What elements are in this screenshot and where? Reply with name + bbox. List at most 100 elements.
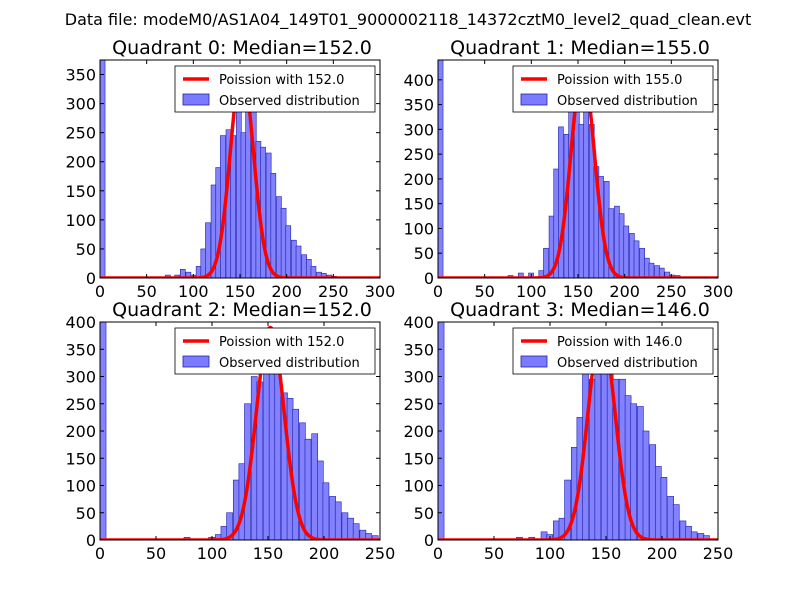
y-tick-label: 350 bbox=[65, 340, 96, 359]
histogram-bar bbox=[637, 406, 644, 540]
y-tick-label: 350 bbox=[65, 66, 96, 85]
legend-bar-swatch bbox=[520, 355, 548, 368]
x-tick-label: 250 bbox=[318, 282, 349, 301]
y-tick-label: 350 bbox=[403, 340, 434, 359]
histogram-bar bbox=[226, 512, 233, 540]
x-tick-label: 50 bbox=[474, 282, 494, 301]
y-tick-label: 200 bbox=[403, 422, 434, 441]
histogram-bar bbox=[614, 205, 620, 278]
histogram-bar bbox=[630, 403, 637, 540]
x-tick-label: 0 bbox=[433, 282, 443, 301]
panel-1: 0 50 100 150 200 250 300 0 50 100 150 200 250 300 350 4… bbox=[403, 37, 733, 301]
y-tick-label: 100 bbox=[65, 477, 96, 496]
histogram-bar bbox=[341, 512, 349, 540]
histogram-bar bbox=[578, 124, 585, 278]
x-tick-label: 150 bbox=[253, 544, 284, 563]
x-tick-label: 50 bbox=[484, 544, 504, 563]
legend-line-label: Poission with 152.0 bbox=[219, 335, 344, 350]
y-tick-label: 300 bbox=[65, 95, 96, 114]
histogram-bar bbox=[100, 60, 106, 278]
histogram-bar bbox=[371, 535, 379, 540]
panel-3: 0 50 100 150 200 250 0 50 100 150 200 250 300 350 400 Q… bbox=[403, 299, 733, 563]
histogram-bar bbox=[642, 430, 650, 540]
histogram-bar bbox=[660, 477, 668, 540]
y-tick-label: 300 bbox=[403, 368, 434, 387]
y-tick-label: 350 bbox=[403, 96, 434, 115]
histogram-bar bbox=[301, 254, 307, 278]
histogram-bar bbox=[305, 259, 312, 278]
panel-1-plot bbox=[438, 60, 718, 278]
histogram-bar bbox=[320, 273, 327, 278]
y-tick-label: 300 bbox=[403, 120, 434, 139]
histogram-bar bbox=[352, 523, 360, 540]
x-tick-label: 300 bbox=[703, 282, 734, 301]
y-tick-label: 50 bbox=[414, 504, 434, 523]
y-tick-label: 0 bbox=[86, 531, 96, 550]
histogram-bar bbox=[291, 239, 297, 278]
panel-0-plot bbox=[100, 60, 380, 278]
legend-line-label: Poission with 146.0 bbox=[557, 335, 682, 350]
y-tick-label: 0 bbox=[86, 269, 96, 288]
y-tick-label: 50 bbox=[414, 244, 434, 263]
x-tick-label: 150 bbox=[563, 282, 594, 301]
y-tick-label: 50 bbox=[76, 240, 96, 259]
histogram-bar bbox=[623, 225, 630, 278]
histogram-bar bbox=[285, 225, 292, 278]
x-tick-label: 100 bbox=[178, 282, 209, 301]
histogram-bar bbox=[672, 504, 680, 540]
figure-suptitle: Data file: modeM0/AS1A04_149T01_90000021… bbox=[65, 10, 751, 30]
y-tick-label: 150 bbox=[403, 195, 434, 214]
histogram-bar bbox=[295, 245, 302, 278]
y-tick-label: 400 bbox=[403, 313, 434, 332]
histogram-bar bbox=[658, 267, 665, 278]
y-tick-label: 50 bbox=[76, 504, 96, 523]
x-tick-label: 150 bbox=[225, 282, 256, 301]
histogram-bar bbox=[594, 354, 602, 540]
panel-title: Quadrant 0: Median=152.0 bbox=[112, 37, 372, 59]
histogram-bar bbox=[648, 262, 655, 278]
histogram-bar bbox=[543, 247, 549, 278]
histogram-bar bbox=[292, 408, 299, 540]
histogram-bar bbox=[316, 460, 324, 540]
y-tick-label: 100 bbox=[65, 211, 96, 230]
x-tick-label: 100 bbox=[197, 544, 228, 563]
x-tick-label: 50 bbox=[136, 282, 156, 301]
x-tick-label: 150 bbox=[591, 544, 622, 563]
x-tick-label: 0 bbox=[433, 544, 443, 563]
legend-line-label: Poission with 155.0 bbox=[557, 73, 682, 88]
histogram-bar bbox=[276, 196, 282, 278]
x-tick-label: 0 bbox=[95, 282, 105, 301]
histogram-bar bbox=[608, 208, 615, 278]
y-tick-label: 250 bbox=[403, 145, 434, 164]
x-tick-label: 200 bbox=[647, 544, 678, 563]
y-tick-label: 300 bbox=[65, 368, 96, 387]
x-tick-label: 100 bbox=[516, 282, 547, 301]
histogram-bar bbox=[347, 517, 354, 540]
histogram-bar bbox=[280, 207, 287, 278]
y-tick-label: 150 bbox=[65, 449, 96, 468]
histogram-bar bbox=[329, 496, 336, 540]
histogram-bar bbox=[643, 257, 650, 278]
histogram-bar bbox=[260, 146, 266, 278]
x-tick-label: 250 bbox=[703, 544, 734, 563]
legend-bar-label: Observed distribution bbox=[219, 356, 360, 371]
panel-title: Quadrant 2: Median=152.0 bbox=[112, 299, 372, 321]
histogram-bar bbox=[205, 222, 211, 278]
panel-0: 0 50 100 150 200 250 300 0 50 100 150 200 250 300 350 Q… bbox=[65, 37, 395, 301]
x-tick-label: 300 bbox=[365, 282, 396, 301]
y-tick-label: 100 bbox=[403, 477, 434, 496]
y-tick-label: 100 bbox=[403, 219, 434, 238]
histogram-bar bbox=[311, 433, 319, 540]
histogram-bar bbox=[200, 248, 207, 278]
y-tick-label: 400 bbox=[403, 71, 434, 90]
y-tick-label: 200 bbox=[403, 170, 434, 189]
y-tick-label: 400 bbox=[65, 313, 96, 332]
histogram-bar bbox=[654, 265, 660, 278]
x-tick-label: 0 bbox=[95, 544, 105, 563]
legend-bar-label: Observed distribution bbox=[219, 94, 360, 109]
x-tick-label: 50 bbox=[146, 544, 166, 563]
x-tick-label: 200 bbox=[609, 282, 640, 301]
y-tick-label: 200 bbox=[65, 422, 96, 441]
histogram-bar bbox=[667, 496, 674, 540]
